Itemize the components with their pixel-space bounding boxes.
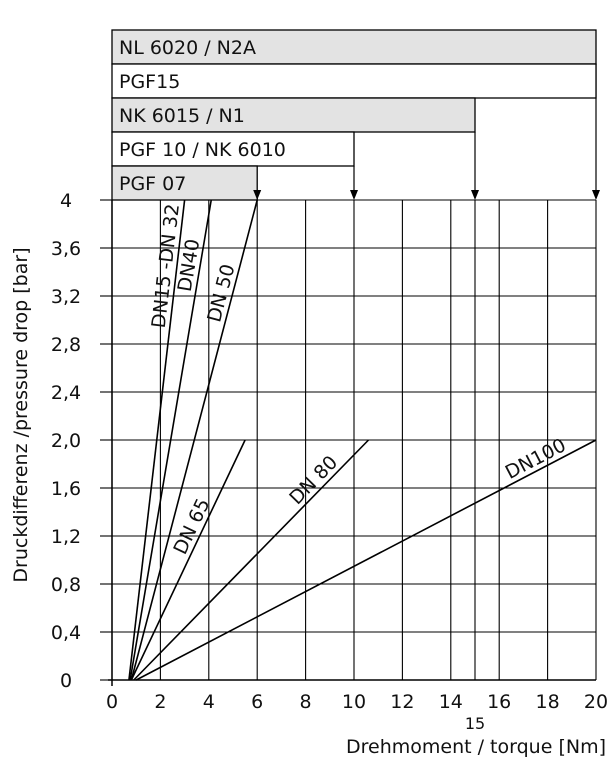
series-line bbox=[133, 439, 370, 681]
y-tick-label: 1,2 bbox=[51, 526, 81, 548]
y-tick-label: 2,8 bbox=[51, 334, 81, 356]
actuator-label: PGF 07 bbox=[119, 173, 186, 195]
x-tick-label: 14 bbox=[439, 691, 463, 713]
arrow-head bbox=[471, 190, 479, 200]
y-tick-label: 3,2 bbox=[51, 286, 81, 308]
arrow-head bbox=[350, 190, 358, 200]
x-tick-label-extra: 15 bbox=[465, 714, 485, 733]
actuator-label: NK 6015 / N1 bbox=[119, 105, 245, 127]
y-tick-label: 3,6 bbox=[51, 238, 81, 260]
actuator-label: PGF 10 / NK 6010 bbox=[119, 139, 286, 161]
arrow-head bbox=[592, 190, 600, 200]
y-tick-label: 1,6 bbox=[51, 478, 81, 500]
x-tick-label: 16 bbox=[487, 691, 511, 713]
x-tick-label: 8 bbox=[300, 691, 312, 713]
actuator-label: NL 6020 / N2A bbox=[119, 37, 256, 59]
series-label: DN100 bbox=[502, 434, 570, 484]
y-axis-label: Druckdifferenz /pressure drop [bar] bbox=[10, 247, 32, 582]
series-line bbox=[135, 439, 597, 681]
actuator-bars: NL 6020 / N2A PGF15 NK 6015 / N1 PGF 10 / N… bbox=[111, 29, 600, 201]
series-line bbox=[130, 199, 258, 681]
actuator-bar bbox=[111, 131, 355, 167]
actuator-bar bbox=[111, 29, 597, 65]
series-line bbox=[128, 199, 186, 681]
x-tick-label: 2 bbox=[154, 691, 166, 713]
series-line bbox=[129, 199, 213, 681]
x-tick-label: 18 bbox=[536, 691, 560, 713]
y-tick-label: 4 bbox=[60, 190, 72, 212]
series-label: DN 80 bbox=[285, 452, 342, 510]
y-tick-label: 0 bbox=[60, 670, 72, 692]
x-tick-label: 4 bbox=[203, 691, 215, 713]
x-axis-label: Drehmoment / torque [Nm] bbox=[346, 736, 606, 758]
actuator-bar bbox=[111, 97, 476, 133]
y-tick-label: 0,8 bbox=[51, 574, 81, 596]
x-tick-label: 20 bbox=[584, 691, 608, 713]
actuator-bar bbox=[111, 63, 597, 99]
x-tick-label: 6 bbox=[251, 691, 263, 713]
x-tick-label: 0 bbox=[106, 691, 118, 713]
series-line bbox=[130, 439, 246, 681]
tick-labels: 0 2 4 6 8 10 12 14 16 18 20 15 0 0,4 0,8 1,2 1,6 2,0 2,4 2,… bbox=[51, 190, 608, 733]
series-label: DN 65 bbox=[169, 495, 214, 558]
actuator-label: PGF15 bbox=[119, 71, 180, 93]
arrow-head bbox=[253, 190, 262, 200]
x-tick-label: 10 bbox=[342, 691, 366, 713]
x-tick-label: 12 bbox=[390, 691, 414, 713]
y-tick-label: 2,4 bbox=[51, 382, 81, 404]
grid bbox=[100, 199, 597, 686]
y-tick-label: 2,0 bbox=[51, 430, 81, 452]
y-tick-label: 0,4 bbox=[51, 622, 81, 644]
